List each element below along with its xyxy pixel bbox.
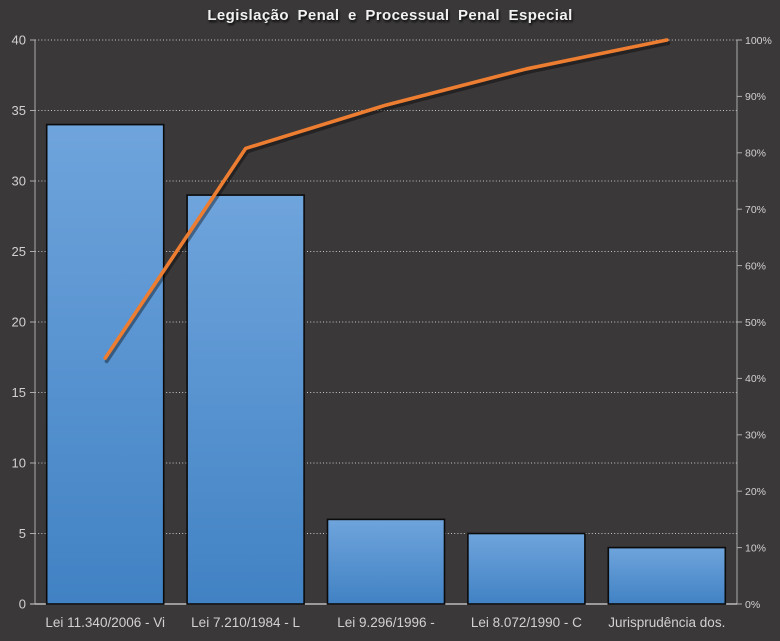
bar xyxy=(607,546,727,605)
chart-title: Legislação Penal e Processual Penal Espe… xyxy=(207,7,573,24)
left-axis-label: 0 xyxy=(19,597,26,612)
right-axis-label: 30% xyxy=(745,430,766,442)
x-axis-label: Lei 9.296/1996 - xyxy=(337,615,435,630)
bar xyxy=(45,123,165,605)
left-axis-label: 35 xyxy=(12,103,26,118)
right-axis-label: 70% xyxy=(745,204,766,216)
right-axis-label: 10% xyxy=(745,542,766,554)
cumulative-line xyxy=(103,38,669,360)
x-axis-label: Jurisprudência dos. xyxy=(608,615,725,630)
right-axis-label: 20% xyxy=(745,486,766,498)
left-axis-label: 10 xyxy=(12,456,26,471)
x-axis-label: Lei 8.072/1990 - C xyxy=(471,615,582,630)
x-axis-label: Lei 11.340/2006 - Vi xyxy=(45,615,165,630)
right-axis-label: 0% xyxy=(745,599,760,611)
right-axis-label: 60% xyxy=(745,260,766,272)
bar xyxy=(326,518,446,605)
right-axis-label: 50% xyxy=(745,317,766,329)
right-axis-label: 40% xyxy=(745,373,766,385)
axis-labels: 0 5 10 15 20 25 30 35 40 0% 10% 20% 30% 40% 50% 60% 70% 8… xyxy=(12,33,772,631)
left-axis-label: 20 xyxy=(12,315,26,330)
left-axis-label: 25 xyxy=(12,244,26,259)
right-axis-label: 90% xyxy=(745,91,766,103)
right-axis-label: 100% xyxy=(745,35,772,47)
cumulative-line-shadow xyxy=(104,41,671,364)
bar xyxy=(186,194,305,605)
left-axis-label: 40 xyxy=(12,33,26,48)
right-axis-label: 80% xyxy=(745,148,766,160)
left-axis-label: 15 xyxy=(12,385,26,400)
left-axis-label: 5 xyxy=(19,526,26,541)
bar xyxy=(467,532,586,605)
left-axis-label: 30 xyxy=(12,174,26,189)
bar-series xyxy=(45,123,727,605)
x-axis-label: Lei 7.210/1984 - L xyxy=(191,615,300,630)
